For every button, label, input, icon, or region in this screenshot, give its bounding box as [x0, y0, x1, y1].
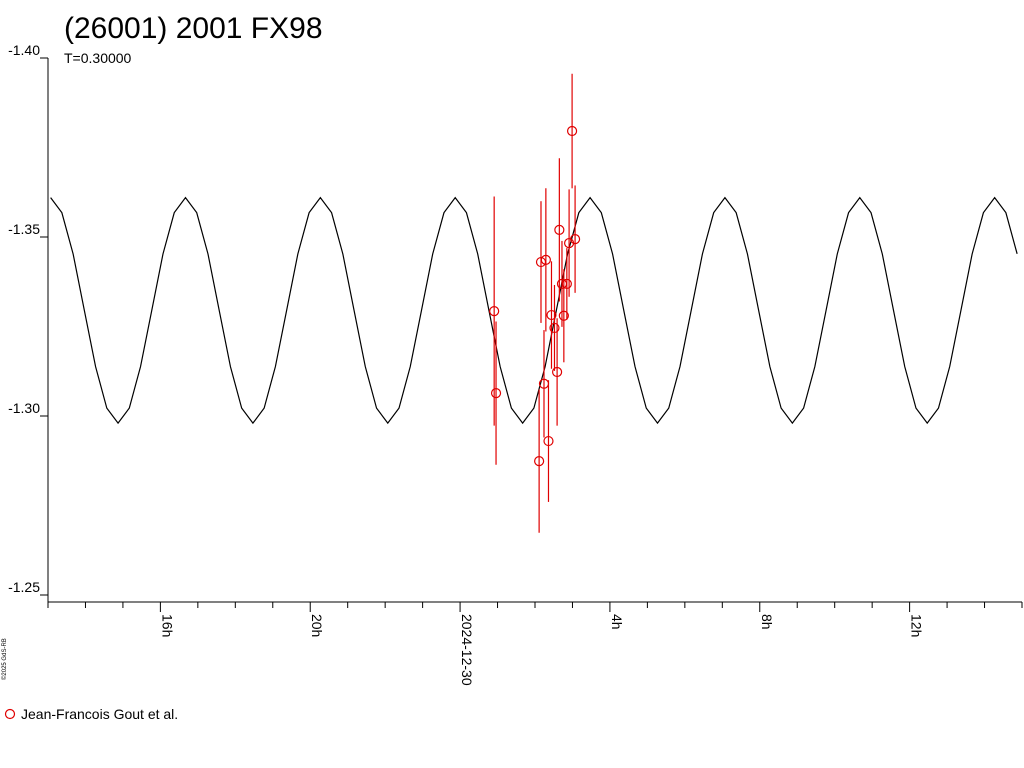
data-point — [552, 366, 563, 378]
data-point — [540, 254, 551, 266]
x-tick-label: 20h — [309, 614, 325, 637]
data-point — [561, 278, 572, 289]
chart-title: (26001) 2001 FX98 — [64, 12, 323, 45]
data-point — [490, 387, 502, 399]
data-point — [489, 306, 500, 317]
x-tick-label: 16h — [159, 614, 175, 637]
data-point — [569, 234, 581, 245]
x-tick-label: 12h — [909, 614, 925, 637]
chart-subtitle: T=0.30000 — [64, 50, 132, 66]
x-tick-label: 4h — [609, 614, 625, 630]
legend-marker — [4, 708, 16, 720]
credit: ©2025 GdS-RB — [1, 638, 8, 680]
x-tick-label: 2024-12-30 — [459, 614, 475, 686]
y-tick-label: -1.40 — [8, 42, 40, 58]
data-point — [546, 309, 557, 321]
model-curve — [50, 196, 1018, 425]
x-tick-label: 8h — [759, 614, 775, 630]
data-point — [543, 435, 554, 447]
data-point — [549, 322, 560, 334]
data-point — [558, 310, 569, 321]
y-tick-label: -1.25 — [8, 579, 40, 595]
data-point — [566, 125, 578, 137]
y-tick-label: -1.35 — [8, 221, 40, 237]
data-point — [534, 456, 545, 467]
y-tick-label: -1.30 — [8, 400, 40, 416]
legend-label: Jean-Francois Gout et al. — [21, 706, 178, 722]
data-point — [554, 224, 565, 235]
